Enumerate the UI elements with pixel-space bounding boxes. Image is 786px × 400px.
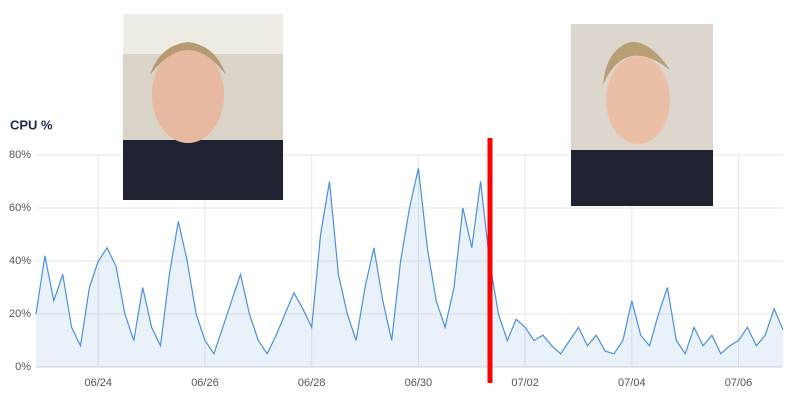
photo-right	[571, 24, 713, 206]
y-tick-label: 40%	[9, 255, 31, 267]
area	[36, 168, 783, 367]
y-tick-label: 60%	[9, 202, 31, 214]
x-tick-label: 07/02	[511, 377, 539, 389]
x-tick-label: 07/06	[725, 377, 753, 389]
x-tick-label: 06/24	[84, 377, 112, 389]
x-tick-label: 07/04	[618, 377, 646, 389]
y-tick-label: 0%	[15, 361, 31, 373]
photo-left	[123, 14, 283, 200]
y-tick-label: 20%	[9, 308, 31, 320]
x-tick-label: 06/26	[191, 377, 219, 389]
y-tick-label: 80%	[9, 149, 31, 161]
chart-title: CPU %	[10, 117, 53, 132]
x-tick-label: 06/30	[405, 377, 433, 389]
line	[35, 168, 784, 356]
x-tick-label: 06/28	[298, 377, 326, 389]
